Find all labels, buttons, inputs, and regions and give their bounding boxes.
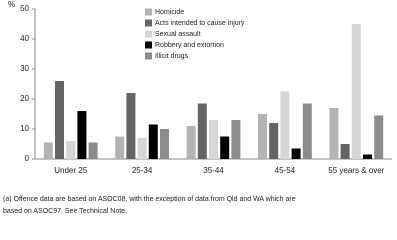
bar (258, 114, 267, 159)
x-tick-label: 25-34 (132, 166, 153, 175)
footnote: (a) Offence data are based on ASOC08, wi… (3, 196, 296, 203)
bar (160, 129, 169, 159)
bar (126, 93, 136, 159)
bar (220, 136, 230, 159)
legend-label: Illicit drugs (155, 53, 189, 60)
bar (88, 142, 98, 159)
y-tick-label: 20 (20, 94, 29, 103)
legend-swatch (145, 52, 152, 60)
bar (66, 141, 76, 159)
bar (374, 115, 384, 159)
x-tick-label: 55 years & over (328, 166, 384, 175)
legend-swatch (145, 30, 152, 38)
y-axis-label: % (8, 0, 15, 9)
bar (137, 138, 147, 159)
bar (55, 81, 64, 159)
y-tick-label: 10 (20, 124, 29, 133)
y-tick-label: 40 (20, 34, 29, 43)
y-tick-label: 50 (20, 4, 29, 13)
legend-label: Robbery and extortion (155, 42, 224, 49)
bar (329, 108, 339, 159)
chart: % (a) Offence data are based on ASOC08, … (3, 0, 392, 215)
bar (209, 120, 218, 159)
bar (197, 103, 207, 159)
legend-label: Homicide (155, 9, 184, 16)
bar (148, 124, 158, 159)
bar (43, 142, 53, 159)
y-tick-label: 0 (25, 154, 30, 163)
bar (291, 148, 301, 159)
legend-swatch (145, 8, 152, 16)
bar (231, 120, 241, 159)
bar (77, 111, 87, 159)
legend-label: Sexual assault (155, 31, 201, 38)
x-tick-label: Under 25 (54, 166, 87, 175)
x-tick-label: 45-54 (275, 166, 296, 175)
y-tick-label: 30 (20, 64, 29, 73)
bar (363, 154, 372, 159)
legend-label: Acts intended to cause injury (155, 20, 245, 27)
bar (302, 103, 312, 159)
bar (269, 123, 279, 159)
bar (351, 24, 361, 159)
bar (186, 126, 196, 159)
x-tick-label: 35-44 (203, 166, 224, 175)
bar (115, 136, 125, 159)
bar (340, 144, 350, 159)
legend-swatch (145, 41, 152, 49)
bar (280, 91, 290, 159)
footnote: based on ASOC97. See Technical Note. (3, 208, 127, 215)
legend-swatch (145, 19, 152, 27)
